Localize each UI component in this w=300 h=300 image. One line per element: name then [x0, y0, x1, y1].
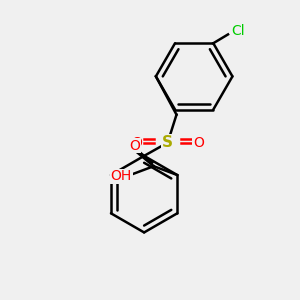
Text: Cl: Cl	[232, 25, 245, 38]
Text: O: O	[131, 136, 142, 150]
Text: O: O	[193, 136, 204, 150]
Text: S: S	[162, 135, 173, 150]
Text: OH: OH	[111, 169, 132, 184]
Text: O: O	[129, 139, 140, 153]
